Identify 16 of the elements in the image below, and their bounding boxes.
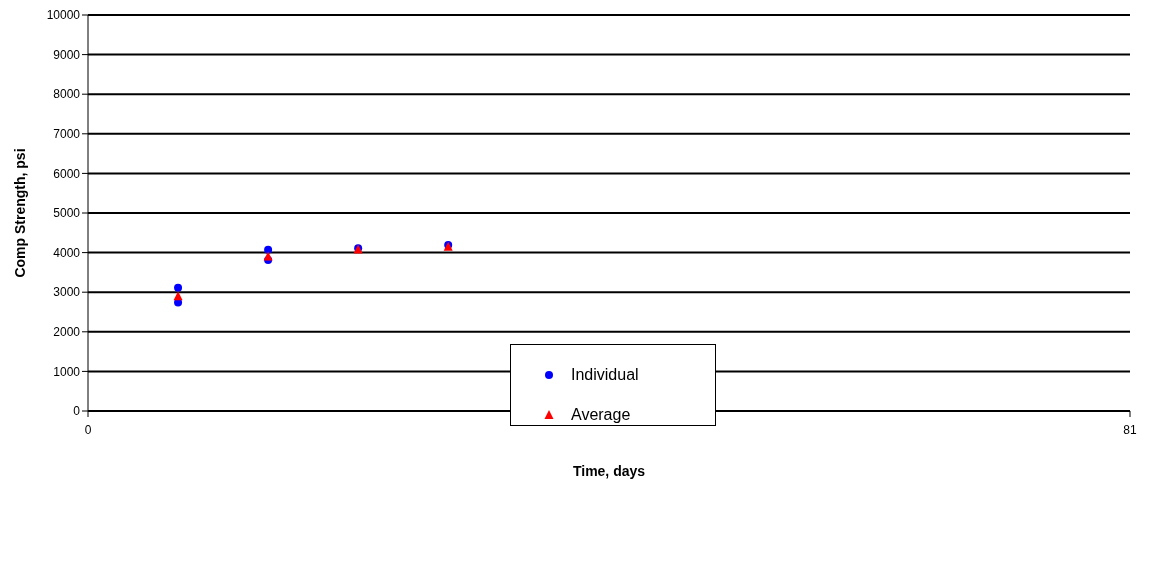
x-axis-title: Time, days xyxy=(572,463,646,479)
x-tick-label: 81 xyxy=(1123,422,1137,437)
y-tick-label: 10000 xyxy=(46,8,81,23)
legend-label: Average xyxy=(571,406,631,424)
y-tick-label: 4000 xyxy=(53,245,81,260)
y-tick-label: 3000 xyxy=(53,285,81,300)
y-axis-title: Comp Strength, psi xyxy=(11,148,28,278)
y-tick-label: 2000 xyxy=(53,325,81,340)
y-tick-label: 9000 xyxy=(53,47,81,62)
y-tick-label: 1000 xyxy=(53,364,81,379)
y-tick-label: 6000 xyxy=(53,166,81,181)
y-tick-label: 8000 xyxy=(53,87,81,102)
y-tick-label: 7000 xyxy=(53,127,81,142)
legend-label: Individual xyxy=(571,366,639,384)
y-tick-label: 0 xyxy=(73,404,81,419)
y-tick-label: 5000 xyxy=(53,206,81,221)
